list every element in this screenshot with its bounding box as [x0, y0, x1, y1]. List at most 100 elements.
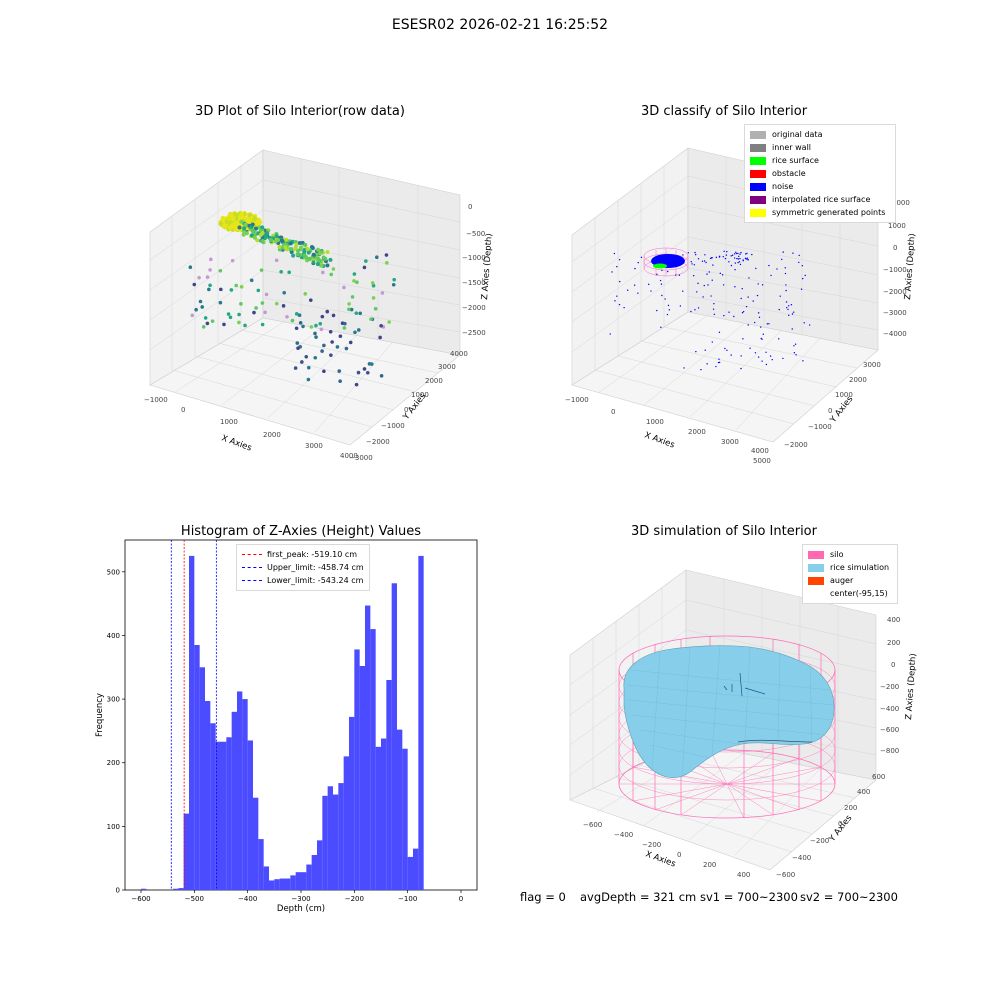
p1-point	[237, 312, 241, 317]
p2-noise-point	[770, 274, 772, 277]
p2-noise-point	[667, 304, 670, 307]
p2-zlabel: Z Axies (Depth)	[903, 233, 918, 300]
p2-noise-point	[718, 331, 721, 334]
p1-point	[320, 349, 324, 353]
p1-point	[335, 345, 340, 349]
histogram-xlabel: Depth (cm)	[277, 904, 325, 914]
p1-point	[209, 257, 213, 262]
p2-noise-point	[707, 284, 709, 286]
p1-point	[387, 320, 391, 324]
histogram-bar	[210, 723, 216, 890]
histogram-bar	[391, 583, 397, 890]
p2-noise-point	[740, 355, 742, 357]
p1-point	[302, 253, 307, 258]
histogram-bar	[295, 872, 301, 890]
p2-noise-point	[656, 309, 658, 312]
p1-point	[295, 252, 300, 257]
p2-noise-point	[735, 251, 737, 253]
p1-point	[208, 268, 212, 272]
p1-point	[355, 280, 359, 285]
p1-point	[331, 267, 336, 271]
p1-xtick: 2000	[263, 431, 281, 439]
histogram-bar	[263, 866, 269, 890]
p2-noise-point	[666, 270, 669, 273]
p2-noise-point	[627, 289, 629, 291]
legend-swatch	[750, 130, 766, 139]
p1-point	[296, 248, 301, 253]
p1-point	[265, 231, 270, 236]
histogram-bar	[349, 716, 355, 890]
p2-noise-point	[715, 256, 718, 259]
p2-noise-point	[706, 273, 708, 275]
p1-point	[243, 222, 248, 227]
p2-noise-point	[660, 326, 662, 329]
p4-ztick: 400	[887, 616, 900, 624]
p1-point	[328, 329, 333, 334]
p4-surface-mesh	[627, 644, 834, 779]
p2-noise-point	[751, 253, 753, 256]
p2-noise-point	[609, 333, 611, 335]
p2-noise-point	[748, 277, 750, 279]
p2-noise-point	[798, 254, 800, 257]
legend-swatch	[808, 576, 824, 585]
p1-point	[325, 309, 330, 314]
p1-point	[281, 304, 286, 308]
p4-legend-item: center(-95,15)	[808, 587, 892, 600]
p2-noise-point	[758, 316, 761, 318]
footer-sv1: sv1 = 700~2300	[700, 890, 798, 904]
p1-point	[295, 341, 300, 345]
legend-line	[242, 554, 262, 555]
p2-noise-point	[769, 355, 772, 357]
histogram-bar	[237, 691, 243, 890]
p1-point	[343, 321, 347, 326]
p1-point	[306, 365, 311, 370]
p1-point	[254, 306, 258, 310]
histogram-bar	[247, 740, 253, 890]
p2-noise-point	[757, 283, 759, 285]
p2-noise-point	[742, 260, 744, 262]
histogram-xtick-label: −200	[345, 895, 364, 903]
p2-noise-point	[718, 358, 720, 360]
histogram-bar	[189, 555, 195, 890]
histogram-xtick-label: −100	[398, 895, 417, 903]
histogram-bars	[141, 555, 424, 890]
p2-noise-point	[731, 254, 734, 256]
p1-point	[354, 382, 359, 387]
p1-point	[256, 288, 261, 293]
p2-noise-point	[702, 296, 704, 298]
p2-noise-point	[724, 257, 727, 260]
p2-noise-point	[675, 274, 677, 276]
panel2-noise-points	[609, 250, 811, 371]
p2-xtick: 4000	[751, 447, 769, 455]
p2-noise-point	[757, 356, 760, 358]
p2-noise-point	[778, 308, 780, 311]
p1-point	[370, 281, 375, 285]
p1-point	[284, 238, 289, 243]
p4-ztick: 200	[887, 639, 900, 647]
p1-xtick: 0	[181, 406, 185, 414]
p1-point	[188, 265, 193, 270]
histogram-bar	[386, 680, 392, 890]
histogram-bar	[407, 856, 413, 890]
p2-noise-point	[724, 347, 726, 350]
p2-xtick: 1000	[646, 418, 664, 426]
p2-noise-point	[760, 326, 762, 328]
p2-noise-point	[777, 338, 780, 340]
histogram-ytick-label: 300	[107, 696, 120, 704]
p1-point	[297, 313, 302, 317]
p1-point	[233, 212, 238, 217]
p1-ytick: −1000	[381, 422, 405, 430]
p1-point	[321, 270, 325, 275]
p2-noise-point	[713, 303, 715, 305]
p1-point	[342, 326, 347, 330]
p1-ytick: −2000	[366, 438, 390, 446]
p2-noise-point	[768, 323, 770, 325]
legend-swatch	[750, 143, 766, 152]
p1-point	[260, 322, 265, 327]
p4-legend: silo rice simulation auger center(-95,15…	[802, 544, 898, 604]
p2-noise-point	[801, 264, 804, 267]
p2-noise-point	[660, 283, 663, 285]
p1-point	[290, 318, 295, 323]
p2-noise-point	[723, 250, 725, 252]
histogram-xtick-label: 0	[459, 895, 463, 903]
